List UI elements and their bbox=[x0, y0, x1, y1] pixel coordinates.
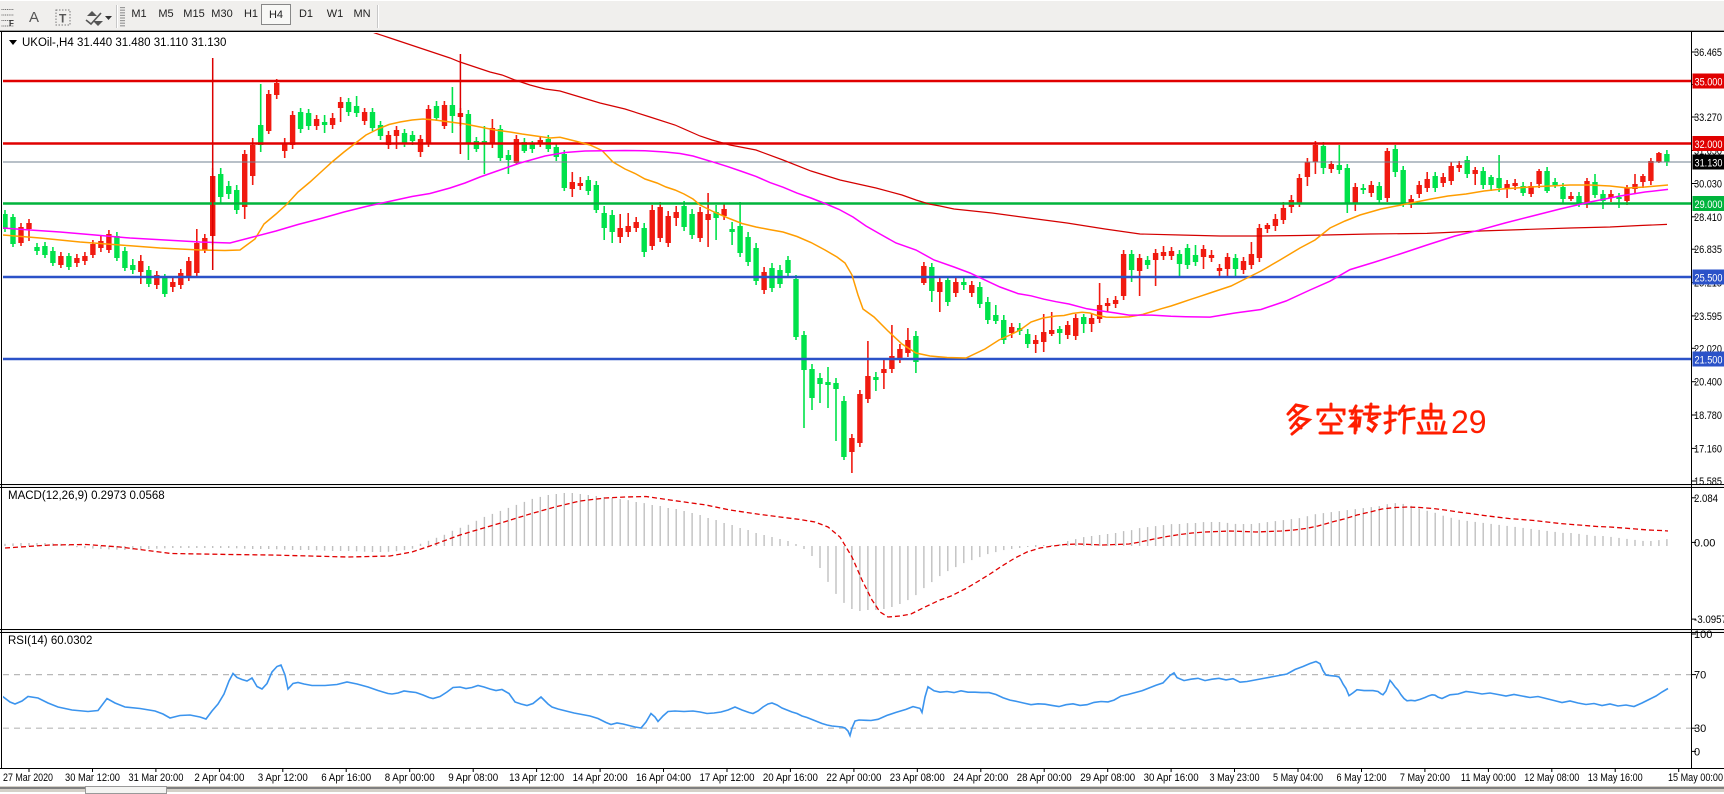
svg-text:33.270: 33.270 bbox=[1694, 112, 1722, 124]
svg-text:15 May 00:00: 15 May 00:00 bbox=[1668, 772, 1723, 784]
svg-text:18.780: 18.780 bbox=[1694, 410, 1722, 422]
svg-text:5 May 04:00: 5 May 04:00 bbox=[1273, 772, 1323, 784]
svg-text:23 Apr 08:00: 23 Apr 08:00 bbox=[890, 772, 945, 784]
svg-text:6 Apr 16:00: 6 Apr 16:00 bbox=[321, 772, 371, 784]
svg-text:29: 29 bbox=[1451, 404, 1487, 440]
svg-text:20 Apr 16:00: 20 Apr 16:00 bbox=[763, 772, 818, 784]
svg-text:MACD(12,26,9) 0.2973 0.0568: MACD(12,26,9) 0.2973 0.0568 bbox=[8, 490, 165, 502]
svg-text:30 Mar 12:00: 30 Mar 12:00 bbox=[65, 772, 120, 784]
svg-text:70: 70 bbox=[1694, 670, 1706, 682]
svg-text:21.500: 21.500 bbox=[1695, 355, 1723, 367]
svg-text:3 Apr 12:00: 3 Apr 12:00 bbox=[258, 772, 308, 784]
svg-text:22 Apr 00:00: 22 Apr 00:00 bbox=[826, 772, 881, 784]
svg-text:8 Apr 00:00: 8 Apr 00:00 bbox=[385, 772, 435, 784]
svg-text:2.084: 2.084 bbox=[1694, 493, 1718, 505]
svg-text:13 May 16:00: 13 May 16:00 bbox=[1588, 772, 1643, 784]
svg-text:13 Apr 12:00: 13 Apr 12:00 bbox=[509, 772, 564, 784]
svg-text:32.000: 32.000 bbox=[1695, 139, 1723, 151]
svg-text:25.500: 25.500 bbox=[1695, 273, 1723, 285]
svg-text:31 Mar 20:00: 31 Mar 20:00 bbox=[128, 772, 183, 784]
svg-text:6 May 12:00: 6 May 12:00 bbox=[1337, 772, 1387, 784]
svg-text:0: 0 bbox=[1694, 746, 1700, 758]
svg-text:28.410: 28.410 bbox=[1694, 212, 1722, 224]
svg-text:24 Apr 20:00: 24 Apr 20:00 bbox=[953, 772, 1008, 784]
svg-text:29 Apr 08:00: 29 Apr 08:00 bbox=[1080, 772, 1135, 784]
svg-text:23.595: 23.595 bbox=[1694, 311, 1722, 323]
svg-text:26.835: 26.835 bbox=[1694, 244, 1722, 256]
svg-text:RSI(14) 60.0302: RSI(14) 60.0302 bbox=[8, 635, 92, 647]
svg-text:36.465: 36.465 bbox=[1694, 47, 1722, 59]
svg-text:UKOil-,H4 31.440 31.480 31.11: UKOil-,H4 31.440 31.480 31.110 31.130 bbox=[22, 37, 226, 49]
svg-text:29.000: 29.000 bbox=[1695, 199, 1723, 211]
svg-text:7 May 20:00: 7 May 20:00 bbox=[1400, 772, 1450, 784]
svg-text:20.400: 20.400 bbox=[1694, 377, 1722, 389]
svg-text:31.130: 31.130 bbox=[1695, 158, 1723, 170]
svg-text:100: 100 bbox=[1694, 629, 1712, 641]
svg-text:3 May 23:00: 3 May 23:00 bbox=[1210, 772, 1260, 784]
svg-text:30: 30 bbox=[1694, 723, 1706, 735]
svg-text:-3.0957: -3.0957 bbox=[1694, 614, 1724, 626]
svg-text:11 May 00:00: 11 May 00:00 bbox=[1461, 772, 1516, 784]
svg-text:30.030: 30.030 bbox=[1694, 179, 1722, 191]
svg-text:27 Mar 2020: 27 Mar 2020 bbox=[3, 772, 53, 784]
svg-text:12 May 08:00: 12 May 08:00 bbox=[1524, 772, 1579, 784]
svg-text:9 Apr 08:00: 9 Apr 08:00 bbox=[448, 772, 498, 784]
svg-text:14 Apr 20:00: 14 Apr 20:00 bbox=[573, 772, 628, 784]
svg-text:0.00: 0.00 bbox=[1694, 537, 1715, 549]
svg-text:30 Apr 16:00: 30 Apr 16:00 bbox=[1144, 772, 1199, 784]
svg-text:35.000: 35.000 bbox=[1695, 77, 1723, 89]
svg-text:28 Apr 00:00: 28 Apr 00:00 bbox=[1017, 772, 1072, 784]
svg-text:2 Apr 04:00: 2 Apr 04:00 bbox=[194, 772, 244, 784]
svg-text:15.585: 15.585 bbox=[1694, 476, 1722, 488]
svg-text:17 Apr 12:00: 17 Apr 12:00 bbox=[700, 772, 755, 784]
svg-text:17.160: 17.160 bbox=[1694, 443, 1722, 455]
svg-text:16 Apr 04:00: 16 Apr 04:00 bbox=[636, 772, 691, 784]
